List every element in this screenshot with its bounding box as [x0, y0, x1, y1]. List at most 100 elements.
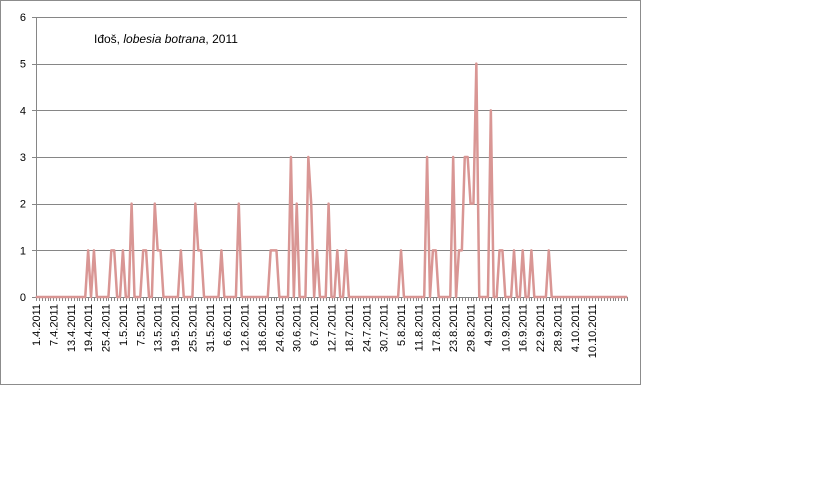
chart-title: Iđoš, lobesia botrana, 2011	[94, 32, 238, 46]
data-point	[391, 296, 393, 298]
data-point	[527, 296, 530, 298]
data-point	[183, 296, 185, 298]
x-tick-label: 19.4.2011	[83, 304, 95, 352]
x-tick-label: 18.7.2011	[344, 304, 356, 352]
data-point	[469, 203, 472, 205]
data-point	[159, 249, 162, 251]
data-point	[394, 296, 396, 298]
data-point	[516, 296, 518, 298]
y-tick-label: 2	[20, 199, 26, 211]
data-point	[215, 296, 217, 298]
data-point	[223, 296, 225, 298]
data-point	[44, 296, 46, 298]
data-point	[104, 296, 107, 298]
data-point	[35, 296, 37, 298]
data-point	[417, 296, 420, 298]
data-point	[617, 296, 619, 298]
data-point	[345, 249, 347, 251]
data-point	[467, 156, 469, 158]
data-point	[293, 296, 295, 298]
data-point	[272, 249, 275, 251]
x-tick-label: 18.6.2011	[257, 304, 269, 352]
data-point	[78, 296, 81, 298]
data-point	[371, 296, 373, 298]
data-point	[301, 296, 304, 298]
chart-title-suffix: , 2011	[205, 32, 238, 46]
data-point	[568, 296, 570, 298]
data-point	[206, 296, 208, 298]
data-point	[249, 296, 251, 298]
data-point	[113, 249, 115, 251]
data-point	[52, 296, 54, 298]
data-point	[162, 296, 165, 298]
data-point	[38, 296, 40, 298]
data-point	[284, 296, 286, 298]
data-point	[41, 296, 43, 298]
data-point	[290, 156, 292, 158]
data-point	[136, 296, 138, 298]
data-point	[319, 296, 321, 298]
data-point	[61, 296, 63, 298]
data-point	[148, 296, 150, 298]
data-point	[388, 296, 391, 298]
data-point	[530, 249, 533, 251]
data-point	[75, 296, 78, 298]
data-point	[397, 296, 399, 298]
data-point	[510, 296, 512, 298]
data-point	[197, 249, 199, 251]
data-point	[131, 203, 133, 205]
data-point	[67, 296, 69, 298]
data-point	[539, 296, 541, 298]
data-point	[440, 296, 443, 298]
data-point	[55, 296, 57, 298]
data-point	[258, 296, 260, 298]
data-point	[87, 249, 89, 251]
series-layer	[35, 62, 628, 299]
data-point	[594, 296, 596, 298]
data-point	[241, 296, 243, 298]
x-tick-label: 12.6.2011	[240, 304, 252, 352]
data-point	[403, 296, 405, 298]
data-point	[626, 296, 628, 298]
data-point	[313, 296, 315, 298]
data-point	[220, 249, 223, 251]
data-point	[151, 296, 153, 298]
data-point	[449, 296, 451, 298]
data-point	[128, 296, 130, 298]
x-tick-label: 7.5.2011	[135, 304, 147, 346]
data-point	[472, 203, 475, 205]
y-tick-label: 0	[20, 292, 26, 304]
x-tick-label: 1.5.2011	[118, 304, 130, 346]
data-point	[359, 296, 362, 298]
x-tick-label: 30.6.2011	[292, 304, 304, 352]
x-tick-label: 16.9.2011	[518, 304, 530, 352]
data-point	[70, 296, 72, 298]
data-point	[238, 203, 240, 205]
data-point	[49, 296, 52, 298]
data-point	[493, 296, 495, 298]
data-point	[212, 296, 214, 298]
x-tick-label: 13.5.2011	[153, 304, 165, 352]
data-point	[362, 296, 364, 298]
line-chart: 0 1 2 3 4 5 6 1.4.2011 7.4.2011 13.4.2011 19.4.20…	[20, 12, 628, 358]
data-point	[582, 296, 585, 298]
x-tick-label: 24.6.2011	[274, 304, 286, 352]
data-point	[333, 296, 335, 298]
data-point	[536, 296, 538, 298]
data-point	[252, 296, 254, 298]
data-point	[287, 296, 289, 298]
data-point	[84, 296, 86, 298]
data-point	[229, 296, 231, 298]
data-point	[281, 296, 283, 298]
data-point	[438, 296, 440, 298]
data-point	[203, 296, 205, 298]
data-point	[513, 249, 515, 251]
data-point	[385, 296, 388, 298]
x-tick-label: 30.7.2011	[379, 304, 391, 352]
data-point	[426, 156, 428, 158]
x-tick-label: 4.10.2011	[570, 304, 582, 352]
data-point	[264, 296, 266, 298]
data-point	[562, 296, 564, 298]
data-point	[296, 203, 298, 205]
data-point	[412, 296, 414, 298]
